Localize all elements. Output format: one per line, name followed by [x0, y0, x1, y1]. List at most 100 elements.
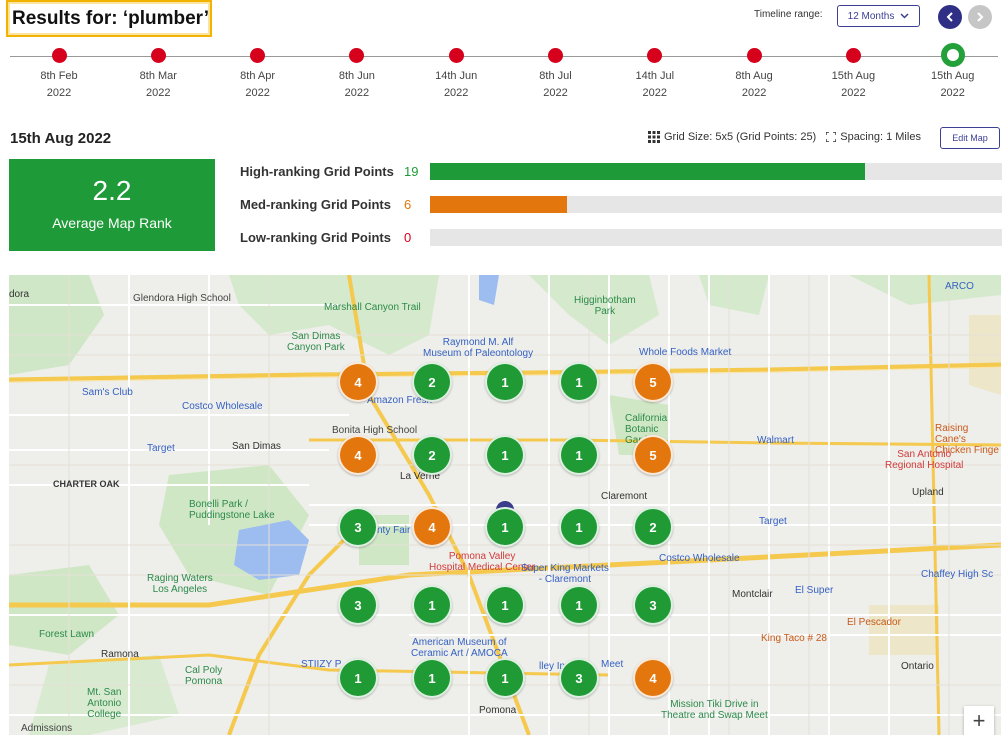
- timeline-dot[interactable]: [845, 48, 861, 63]
- ranking-label: Med-ranking Grid Points: [240, 197, 391, 212]
- timeline-date: 8th Feb 2022: [19, 68, 99, 102]
- map-label-dora: dora: [9, 289, 30, 300]
- map-label-sandimas-canyon: San Dimas Canyon Park: [287, 331, 345, 353]
- average-rank-label: Average Map Rank: [52, 215, 172, 231]
- timeline-year: 2022: [741, 87, 767, 99]
- map-label-ontario: Ontario: [901, 661, 934, 672]
- timeline-dot[interactable]: [250, 48, 266, 63]
- grid-point[interactable]: 4: [338, 362, 378, 402]
- map-label-admissions: Admissions: [21, 723, 73, 734]
- timeline-day: 8th Mar: [139, 70, 177, 82]
- map-label-walmart: Walmart: [757, 435, 794, 446]
- timeline-year: 2022: [841, 87, 866, 99]
- grid-point[interactable]: 1: [338, 658, 378, 698]
- map-label-upland: Upland: [912, 487, 944, 498]
- timeline-item[interactable]: 14th Jul 2022: [615, 48, 695, 102]
- ranking-row: Med-ranking Grid Points 6: [240, 196, 1002, 213]
- map-label-target-2: Target: [759, 516, 787, 527]
- ranking-count: 19: [404, 164, 419, 179]
- timeline-day: 15th Aug: [831, 70, 876, 82]
- timeline-year: 2022: [543, 87, 568, 99]
- map-label-costco-1: Costco Wholesale: [182, 401, 263, 412]
- grid-point[interactable]: 1: [412, 658, 452, 698]
- chevron-down-icon: [900, 13, 909, 19]
- timeline-dot[interactable]: [349, 48, 365, 63]
- rank-grid-map[interactable]: dora Glendora High School Marshall Canyo…: [9, 275, 1001, 735]
- timeline-item[interactable]: 8th Jul 2022: [516, 48, 596, 102]
- grid-point[interactable]: 4: [633, 658, 673, 698]
- timeline-prev-button[interactable]: [938, 5, 962, 29]
- map-label-forest-lawn: Forest Lawn: [39, 629, 95, 640]
- grid-point[interactable]: 3: [633, 585, 673, 625]
- timeline-dot[interactable]: [51, 48, 67, 63]
- edit-map-button[interactable]: Edit Map: [940, 127, 1000, 149]
- map-label-cal-poly: Cal Poly Pomona: [185, 665, 223, 687]
- grid-point[interactable]: 3: [338, 507, 378, 547]
- grid-point[interactable]: 2: [633, 507, 673, 547]
- grid-point[interactable]: 1: [485, 658, 525, 698]
- timeline-date: 15th Aug 2022: [913, 68, 993, 102]
- average-rank-card: 2.2 Average Map Rank: [9, 159, 215, 251]
- grid-point[interactable]: 2: [412, 362, 452, 402]
- map-label-stiizy: STIIZY P: [301, 659, 342, 670]
- timeline-date: 8th Apr 2022: [218, 68, 298, 102]
- ranking-row: High-ranking Grid Points 19: [240, 163, 1002, 180]
- grid-point[interactable]: 3: [559, 658, 599, 698]
- timeline-dot[interactable]: [548, 48, 563, 63]
- timeline-item[interactable]: 8th Feb 2022: [19, 48, 99, 102]
- timeline-item[interactable]: 15th Aug 2022: [913, 43, 993, 102]
- map-label-mission-tiki: Mission Tiki Drive in Theatre and Swap M…: [661, 699, 768, 721]
- grid-point[interactable]: 1: [412, 585, 452, 625]
- timeline-day: 8th Jun: [338, 70, 375, 82]
- grid-point[interactable]: 3: [338, 585, 378, 625]
- grid-point[interactable]: 4: [412, 507, 452, 547]
- grid-point[interactable]: 1: [485, 435, 525, 475]
- timeline-item[interactable]: 14th Jun 2022: [416, 48, 496, 102]
- map-label-san-dimas: San Dimas: [232, 441, 281, 452]
- grid-point[interactable]: 1: [485, 507, 525, 547]
- grid-point[interactable]: 1: [485, 585, 525, 625]
- grid-info: Grid Size: 5x5 (Grid Points: 25) Spacing…: [648, 131, 921, 143]
- grid-point[interactable]: 4: [338, 435, 378, 475]
- grid-point[interactable]: 1: [559, 362, 599, 402]
- timeline-track: [10, 56, 998, 57]
- ranking-fill: [430, 196, 568, 213]
- timeline-year: 2022: [344, 87, 370, 99]
- timeline-dot[interactable]: [448, 48, 464, 63]
- timeline-dot[interactable]: [150, 48, 166, 63]
- ranking-label: High-ranking Grid Points: [240, 164, 394, 179]
- map-label-el-super: El Super: [795, 585, 834, 596]
- timeline-next-button[interactable]: [968, 5, 992, 29]
- map-label-amazon: Amazon Fresh: [367, 395, 433, 406]
- zoom-in-button[interactable]: +: [964, 706, 994, 735]
- timeline-year: 2022: [443, 87, 469, 99]
- grid-point[interactable]: 1: [559, 435, 599, 475]
- grid-point[interactable]: 1: [559, 585, 599, 625]
- map-label-arco: ARCO: [945, 281, 974, 292]
- timeline-item[interactable]: 15th Aug 2022: [813, 48, 893, 102]
- timeline-item[interactable]: 8th Jun 2022: [317, 48, 397, 102]
- grid-point[interactable]: 2: [412, 435, 452, 475]
- chevron-left-icon: [946, 12, 953, 22]
- grid-point[interactable]: 1: [559, 507, 599, 547]
- grid-point[interactable]: 1: [485, 362, 525, 402]
- timeline-year: 2022: [245, 87, 270, 99]
- timeline-dot[interactable]: [647, 48, 663, 63]
- map-label-glendora-high: Glendora High School: [133, 293, 231, 304]
- grid-point[interactable]: 5: [633, 435, 673, 475]
- ranking-count: 0: [404, 230, 412, 245]
- grid-point[interactable]: 5: [633, 362, 673, 402]
- timeline-item[interactable]: 8th Mar 2022: [118, 48, 198, 102]
- timeline-dot[interactable]: [746, 48, 762, 63]
- timeline-item[interactable]: 8th Apr 2022: [218, 48, 298, 102]
- timeline-item[interactable]: 8th Aug 2022: [714, 48, 794, 102]
- report-date-title: 15th Aug 2022: [10, 130, 112, 147]
- ranking-row: Low-ranking Grid Points 0: [240, 229, 1002, 246]
- map-label-charter-oak: CHARTER OAK: [53, 479, 120, 489]
- timeline-dot-active[interactable]: [940, 43, 965, 67]
- timeline-day: 14th Jul: [635, 70, 675, 82]
- timeline-range-select[interactable]: 12 Months: [837, 5, 920, 27]
- map-label-pomona: Pomona: [479, 705, 517, 716]
- ranking-count: 6: [404, 197, 412, 212]
- map-label-chaffey: Chaffey High Sc: [921, 569, 994, 580]
